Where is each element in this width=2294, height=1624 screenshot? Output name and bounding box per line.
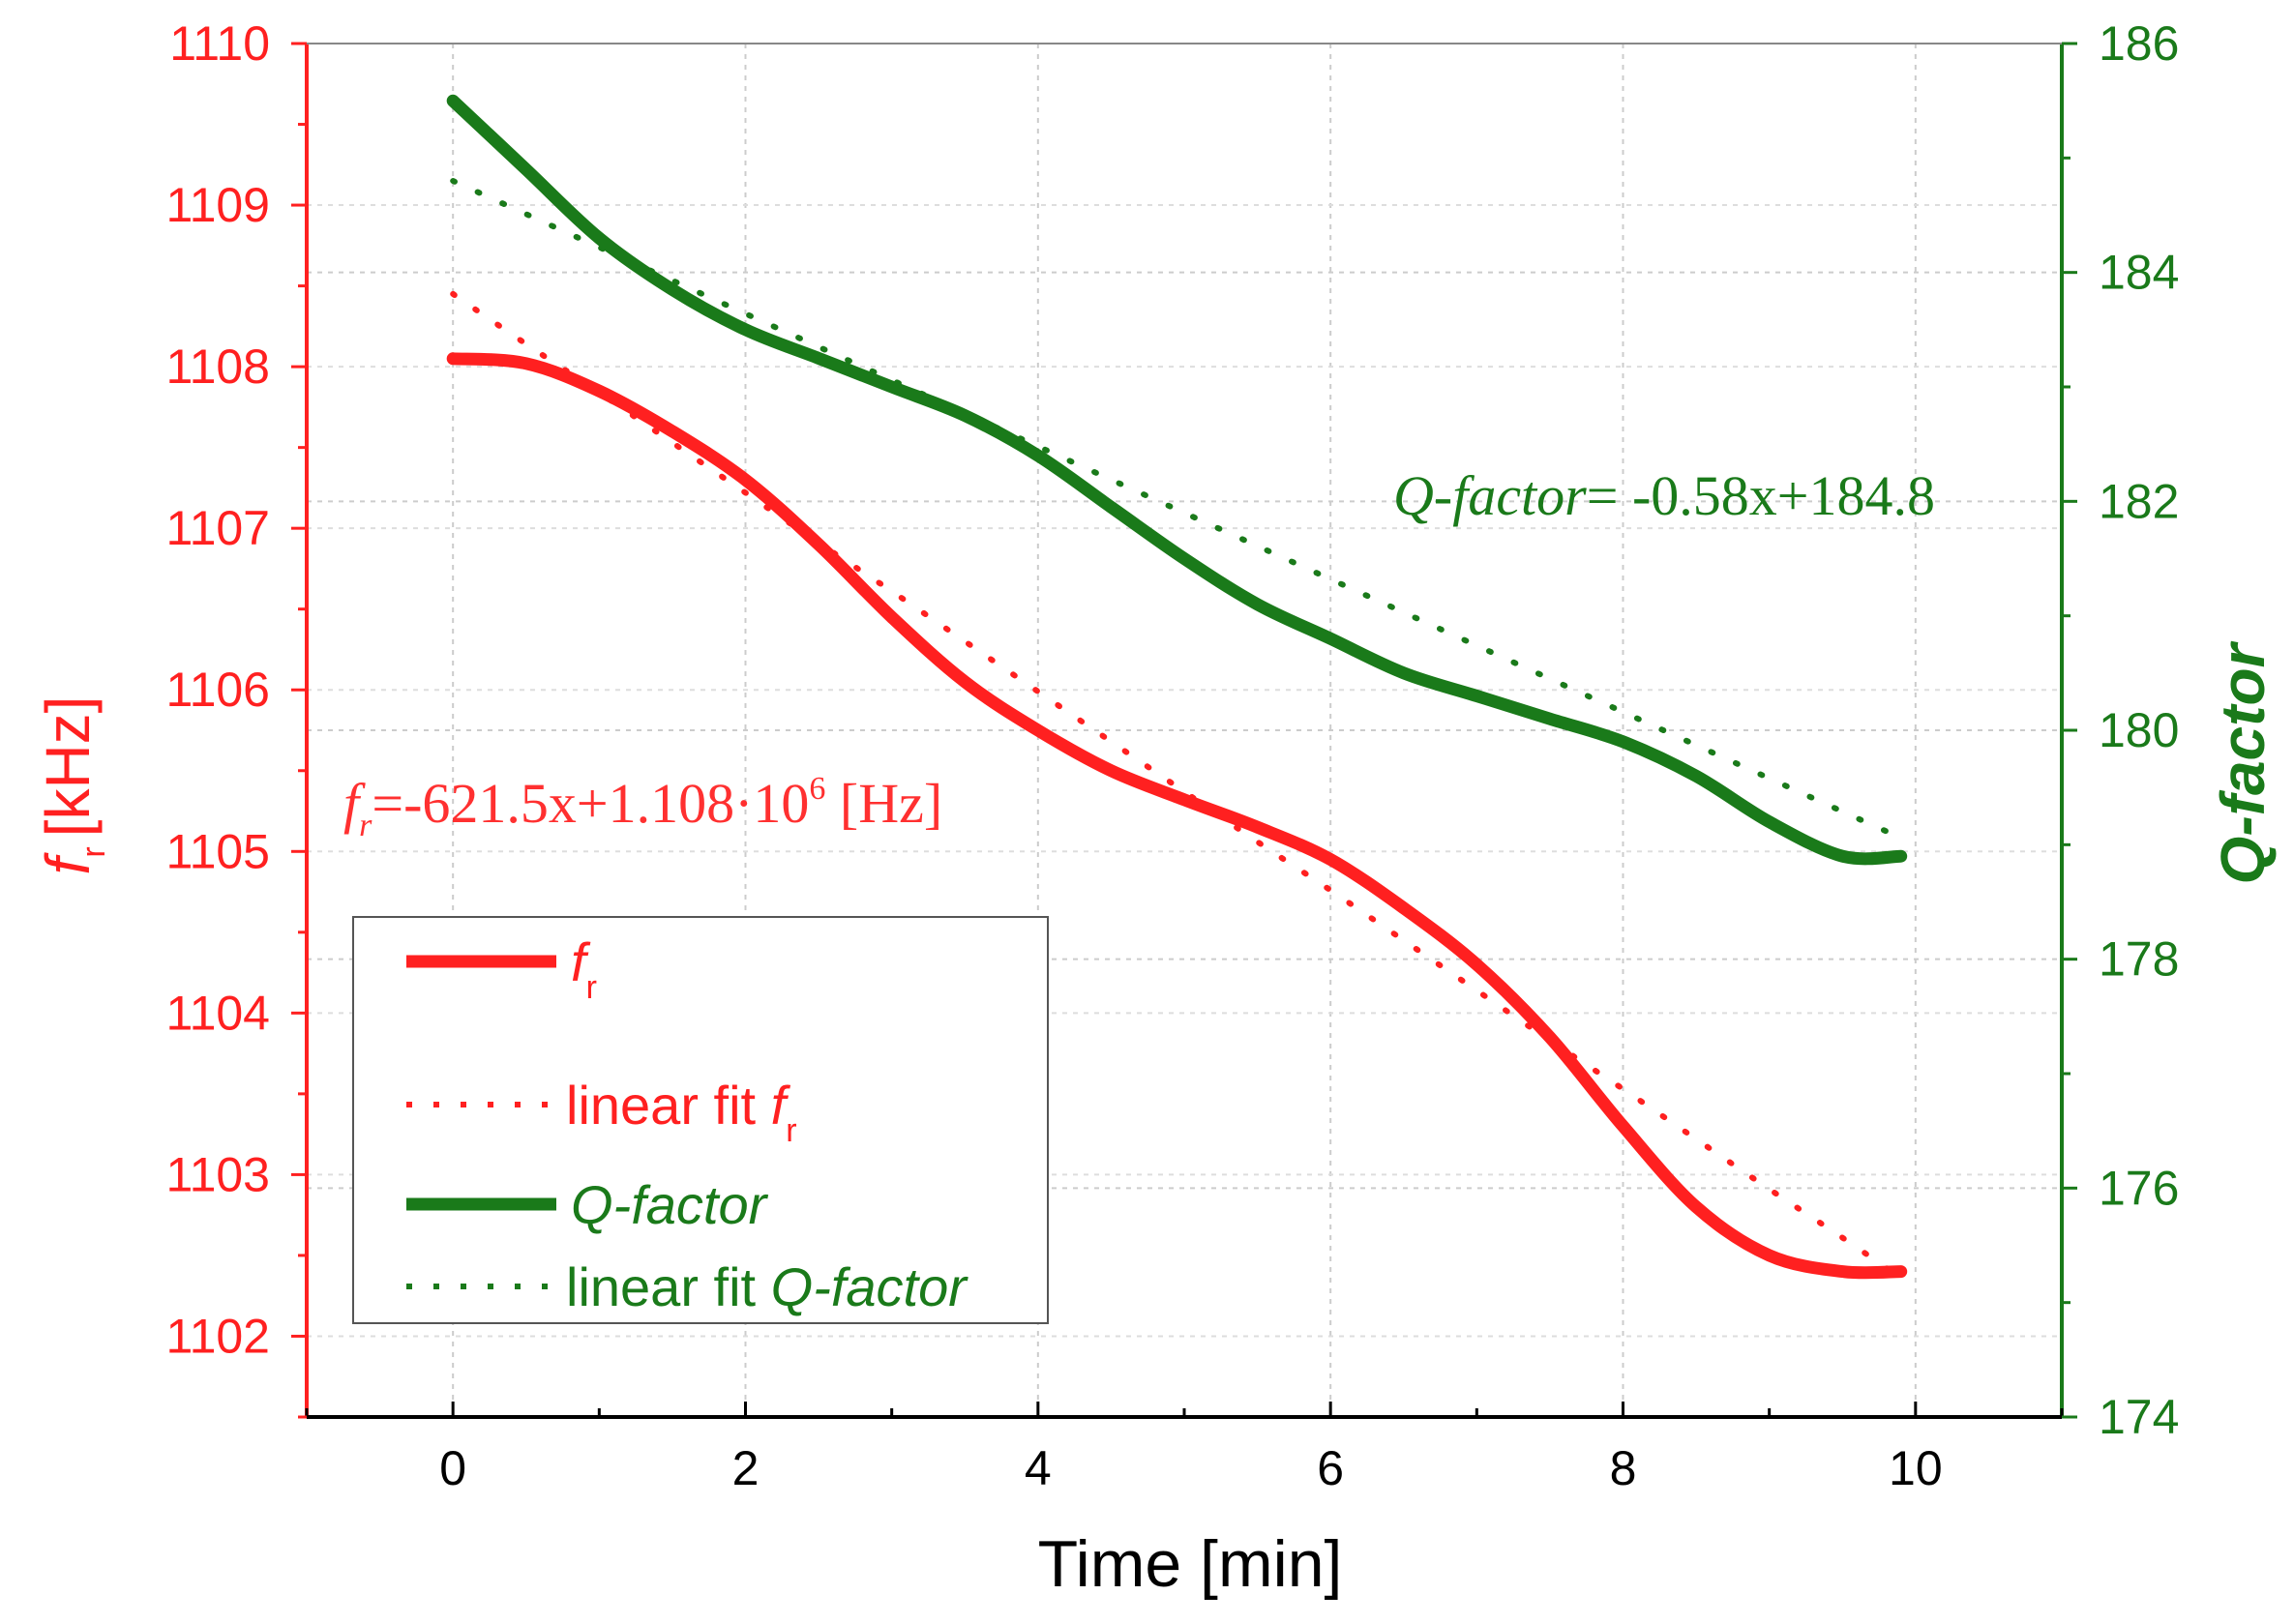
right-tick-label: 174 xyxy=(2099,1390,2179,1444)
series-layer xyxy=(446,94,1908,1282)
left-axis-label-unit: [kHz] xyxy=(33,696,103,838)
left-tick-label: 1103 xyxy=(165,1147,270,1201)
x-tick-label: 10 xyxy=(1889,1441,1943,1495)
axes xyxy=(291,42,2077,1419)
right-axis-label: Q-factor xyxy=(2208,640,2278,884)
left-tick-label: 1110 xyxy=(169,16,270,71)
left-axis-label: fr[kHz] xyxy=(33,696,112,875)
left-tick-label: 1108 xyxy=(165,340,270,394)
left-tick-label: 1102 xyxy=(165,1309,270,1363)
right-tick-label: 176 xyxy=(2099,1161,2179,1215)
right-tick-label: 180 xyxy=(2099,703,2179,757)
right-tick-label: 184 xyxy=(2099,246,2179,300)
x-axis-label: Time [min] xyxy=(1038,1527,1343,1601)
x-tick-label: 0 xyxy=(439,1441,466,1495)
svg-text:fr[kHz]: fr[kHz] xyxy=(33,696,112,875)
fr-fit-annotation: fr=-621.5x+1.108·106 [Hz] xyxy=(343,771,942,843)
x-tick-label: 4 xyxy=(1025,1441,1052,1495)
x-tick-label: 2 xyxy=(732,1441,760,1495)
q-fit-annotation: Q-factor= -0.58x+184.8 xyxy=(1393,464,1935,527)
legend-box xyxy=(352,916,1049,1324)
left-tick-label: 1107 xyxy=(165,501,270,555)
svg-text:Q-factor: Q-factor xyxy=(2208,640,2278,884)
right-tick-label: 182 xyxy=(2099,474,2179,528)
left-axis-label-sub: r xyxy=(75,846,112,857)
legend-label-fr-fit: linear fit fr xyxy=(566,1075,797,1149)
right-tick-label: 186 xyxy=(2099,16,2179,71)
left-tick-label: 1106 xyxy=(165,663,270,717)
x-tick-label: 6 xyxy=(1317,1441,1344,1495)
tick-labels: 0 2 4 6 8 10 1102 1103 1104 1105 1106 1107 1108 1109 1… xyxy=(165,16,2179,1495)
x-tick-label: 8 xyxy=(1610,1441,1637,1495)
right-tick-label: 178 xyxy=(2099,932,2179,987)
left-tick-label: 1104 xyxy=(165,986,270,1040)
grid xyxy=(307,44,2062,1417)
legend-label-q: Q-factor xyxy=(571,1174,769,1235)
series-q-line xyxy=(446,94,1908,866)
left-tick-label: 1109 xyxy=(165,178,270,232)
legend: fr linear fit fr Q-factor linear fit Q-f… xyxy=(352,916,1049,1324)
left-tick-label: 1105 xyxy=(165,824,270,878)
series-fr-line xyxy=(446,352,1908,1280)
legend-label-q-fit: linear fit Q-factor xyxy=(566,1256,968,1317)
